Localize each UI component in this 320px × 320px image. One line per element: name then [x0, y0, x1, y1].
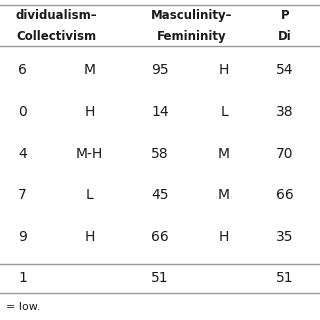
Text: 14: 14	[151, 105, 169, 119]
Text: H: H	[84, 105, 95, 119]
Text: = low.: = low.	[6, 302, 41, 312]
Text: M-H: M-H	[76, 147, 103, 161]
Text: Femininity: Femininity	[157, 30, 227, 43]
Text: 9: 9	[18, 230, 27, 244]
Text: Collectivism: Collectivism	[16, 30, 96, 43]
Text: 54: 54	[276, 63, 293, 77]
Text: H: H	[84, 230, 95, 244]
Text: 51: 51	[276, 271, 294, 285]
Text: L: L	[220, 105, 228, 119]
Text: 51: 51	[151, 271, 169, 285]
Text: Masculinity–: Masculinity–	[151, 9, 233, 22]
Text: M: M	[218, 188, 230, 202]
Text: Di: Di	[278, 30, 292, 43]
Text: dividualism–: dividualism–	[15, 9, 97, 22]
Text: 1: 1	[18, 271, 27, 285]
Text: 38: 38	[276, 105, 294, 119]
Text: 66: 66	[151, 230, 169, 244]
Text: M: M	[218, 147, 230, 161]
Text: H: H	[219, 230, 229, 244]
Text: 58: 58	[151, 147, 169, 161]
Text: 45: 45	[151, 188, 169, 202]
Text: H: H	[219, 63, 229, 77]
Text: 4: 4	[18, 147, 27, 161]
Text: 6: 6	[18, 63, 27, 77]
Text: 35: 35	[276, 230, 293, 244]
Text: 70: 70	[276, 147, 293, 161]
Text: 95: 95	[151, 63, 169, 77]
Text: P: P	[281, 9, 289, 22]
Text: 66: 66	[276, 188, 294, 202]
Text: M: M	[84, 63, 96, 77]
Text: 0: 0	[18, 105, 27, 119]
Text: 7: 7	[18, 188, 27, 202]
Text: L: L	[86, 188, 93, 202]
